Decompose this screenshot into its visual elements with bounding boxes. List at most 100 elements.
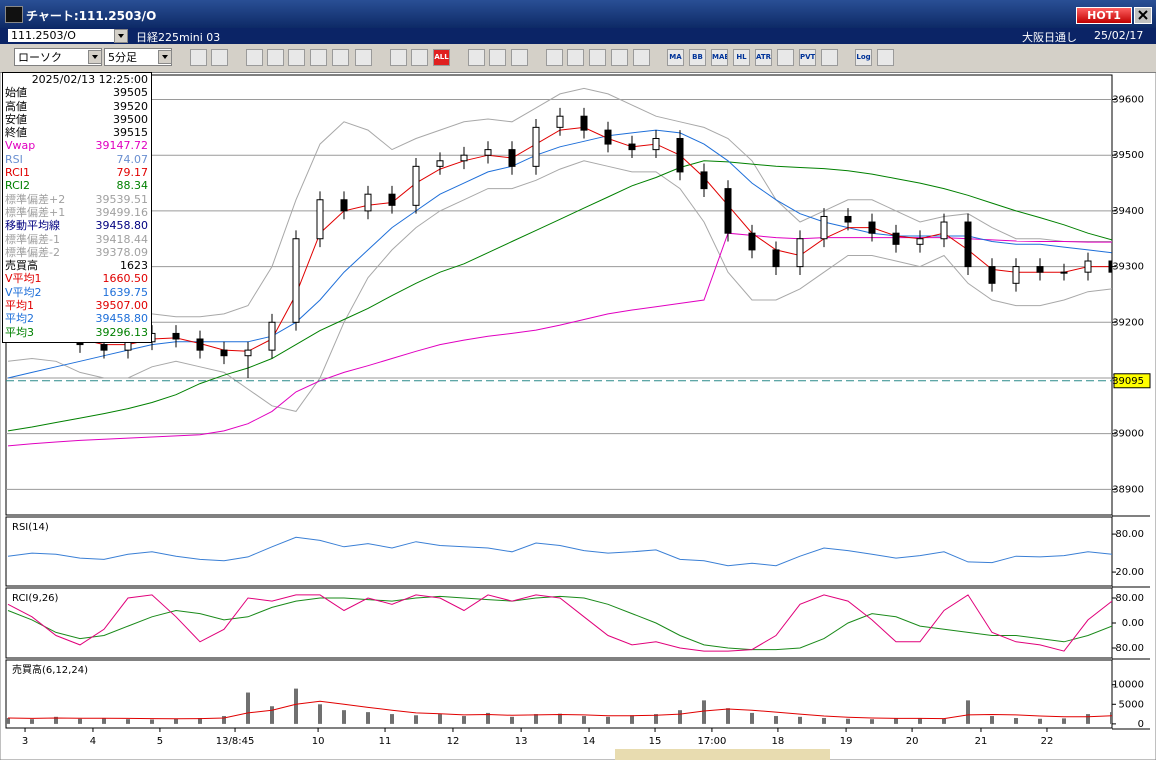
candle-body xyxy=(820,215,828,240)
tool-button[interactable] xyxy=(589,49,606,66)
info-label: 標準偏差+1 xyxy=(5,205,66,219)
x-tick-label: 20 xyxy=(906,736,919,747)
chart-style-select[interactable]: ローソク xyxy=(14,48,102,66)
dropdown-arrow[interactable] xyxy=(88,50,102,64)
x-tick-label: 17:00 xyxy=(698,736,727,747)
volume-bar xyxy=(78,718,82,724)
volume-bar xyxy=(846,718,850,724)
info-row: V平均2 1639.75 xyxy=(3,286,151,299)
dropdown-arrow[interactable] xyxy=(158,50,172,64)
candle-body xyxy=(292,238,300,323)
volume-bar xyxy=(222,716,226,724)
info-datetime: 2025/02/13 12:25:00 xyxy=(31,73,148,86)
tool-button[interactable] xyxy=(489,49,506,66)
candle-body xyxy=(1108,260,1112,273)
tool-button[interactable] xyxy=(468,49,485,66)
tool-button[interactable]: ATR xyxy=(755,49,772,66)
tool-button[interactable]: BB xyxy=(689,49,706,66)
volume-bar xyxy=(1110,712,1112,724)
candle-body xyxy=(940,221,948,240)
x-tick-label: 13 xyxy=(515,736,528,747)
tool-button[interactable]: ALL xyxy=(433,49,450,66)
tool-button[interactable] xyxy=(546,49,563,66)
tool-button[interactable] xyxy=(511,49,528,66)
info-row: 始値 39505 xyxy=(3,86,151,99)
volume-bar xyxy=(510,716,514,724)
info-label: 平均2 xyxy=(5,312,34,326)
tool-button[interactable] xyxy=(267,49,284,66)
tool-button[interactable]: MA xyxy=(667,49,684,66)
symbol-dropdown[interactable] xyxy=(114,29,128,43)
interval-select[interactable]: 5分足 xyxy=(104,48,172,66)
x-tick-label: 4 xyxy=(90,736,96,747)
y-tick-label: 39500 xyxy=(1112,150,1144,161)
tool-button[interactable] xyxy=(411,49,428,66)
volume-bar xyxy=(630,715,634,724)
candle-body xyxy=(100,344,108,351)
tool-button[interactable]: Log xyxy=(855,49,872,66)
volume-bar xyxy=(726,708,730,724)
symbol-input[interactable]: 111.2503/O xyxy=(8,29,115,42)
tool-button[interactable] xyxy=(821,49,838,66)
info-label: Vwap xyxy=(5,139,36,153)
plot xyxy=(7,594,1112,652)
info-label: 標準偏差-2 xyxy=(5,245,60,259)
info-row: 平均3 39296.13 xyxy=(3,326,151,339)
info-value: 1660.50 xyxy=(102,272,149,286)
info-value: 39458.80 xyxy=(95,219,149,233)
tool-button[interactable] xyxy=(332,49,349,66)
volume-bar xyxy=(582,716,586,724)
candle-body xyxy=(244,349,252,357)
info-value: 39499.16 xyxy=(95,205,149,219)
hot-button[interactable]: HOT1 xyxy=(1076,7,1132,24)
tool-button[interactable] xyxy=(777,49,794,66)
volume-bar xyxy=(678,710,682,724)
y-tick-label: 39400 xyxy=(1112,206,1144,217)
x-tick-label: 18 xyxy=(772,736,785,747)
close-button[interactable] xyxy=(1134,7,1152,24)
info-value: 39539.51 xyxy=(95,192,149,206)
tool-button[interactable] xyxy=(877,49,894,66)
volume-bar xyxy=(702,700,706,724)
x-tick-label: 12 xyxy=(447,736,460,747)
tool-button[interactable] xyxy=(567,49,584,66)
session-date: 25/02/17 xyxy=(1094,29,1144,42)
volume-bar xyxy=(990,716,994,724)
tool-button[interactable] xyxy=(246,49,263,66)
tool-button[interactable] xyxy=(310,49,327,66)
tool-button[interactable] xyxy=(211,49,228,66)
candle-body xyxy=(772,249,780,268)
candle-body xyxy=(316,199,324,240)
volume-bar xyxy=(270,706,274,724)
volume-bar xyxy=(246,692,250,724)
tool-button[interactable]: PVT xyxy=(799,49,816,66)
tool-button[interactable]: HL xyxy=(733,49,750,66)
series-line xyxy=(7,160,1112,432)
info-value: 39515 xyxy=(113,126,148,140)
tool-button[interactable] xyxy=(355,49,372,66)
y-tick-label: 80.00 xyxy=(1115,593,1144,604)
candle-body xyxy=(1036,266,1044,273)
tool-button[interactable] xyxy=(288,49,305,66)
tool-button[interactable] xyxy=(633,49,650,66)
tool-button[interactable]: MAE xyxy=(711,49,728,66)
y-tick-label: 39300 xyxy=(1112,262,1144,273)
info-value: 39458.80 xyxy=(95,312,149,326)
info-label: RCI1 xyxy=(5,166,31,180)
candle-body xyxy=(484,149,492,156)
tool-button[interactable] xyxy=(190,49,207,66)
tool-button[interactable] xyxy=(611,49,628,66)
volume-bar xyxy=(126,719,130,724)
volume-bar xyxy=(942,718,946,724)
tool-button[interactable] xyxy=(390,49,407,66)
y-tick-label: 5000 xyxy=(1119,699,1144,710)
candle-body xyxy=(748,232,756,251)
series-line xyxy=(7,536,1112,567)
info-label: 標準偏差-1 xyxy=(5,232,60,246)
info-value: 39296.13 xyxy=(95,325,149,339)
info-row: 標準偏差-1 39418.44 xyxy=(3,233,151,246)
candle-body xyxy=(628,143,636,151)
volume-bar xyxy=(606,716,610,724)
volume-bar xyxy=(102,718,106,724)
